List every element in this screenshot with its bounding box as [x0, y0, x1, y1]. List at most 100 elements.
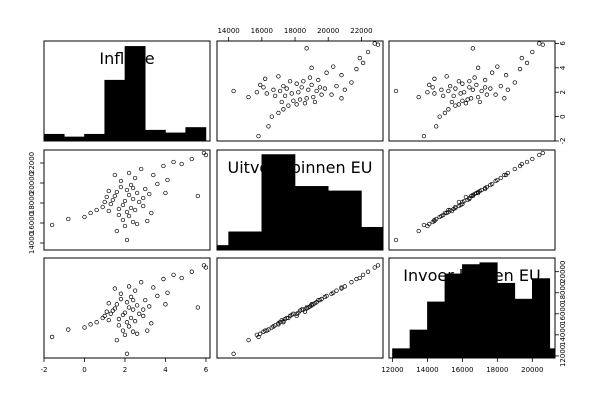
- scatter-point: [82, 214, 87, 220]
- tick-label: 18000: [559, 282, 567, 304]
- scatter-point: [271, 87, 276, 92]
- panel-frame: [43, 149, 211, 251]
- scatter-point: [432, 76, 437, 81]
- scatter-point: [195, 193, 201, 199]
- scatter-point: [128, 315, 134, 321]
- tick-label: 12000: [559, 345, 567, 367]
- scatter-point: [393, 237, 399, 243]
- scatter-point: [524, 159, 530, 165]
- scatter-point: [493, 92, 498, 97]
- scatter-point: [286, 103, 291, 108]
- scatter-point: [276, 110, 281, 116]
- scatter-point: [49, 222, 55, 228]
- scatter-point: [449, 99, 455, 105]
- scatter-point: [262, 328, 268, 333]
- scatter-point: [118, 291, 124, 296]
- scatter-point: [124, 209, 130, 215]
- scatter-point: [287, 313, 293, 319]
- scatter-point: [489, 70, 495, 75]
- tick-label: 18000: [284, 27, 306, 35]
- scatter-point: [134, 190, 140, 196]
- histogram-bar: [216, 245, 229, 251]
- scatter-point: [317, 85, 323, 90]
- panel-r1-c1: Uitvoer binnen EU: [216, 149, 384, 251]
- scatter-point: [161, 163, 166, 169]
- scatter-point: [141, 203, 146, 209]
- scatter-point: [112, 306, 118, 311]
- scatter-point: [151, 285, 156, 290]
- scatter-point: [122, 310, 128, 315]
- scatter-point: [108, 201, 113, 207]
- scatter-point: [120, 217, 126, 223]
- scatter-point: [439, 87, 444, 92]
- scatter-point: [262, 76, 268, 81]
- scatter-point: [104, 194, 109, 200]
- scatter-point: [132, 207, 138, 213]
- panel-r1-c2: [388, 149, 556, 251]
- scatter-point: [258, 331, 263, 336]
- tick-label: 22000: [28, 152, 36, 174]
- scatter-point: [304, 46, 309, 51]
- scatter-point: [189, 269, 194, 274]
- scatter-point: [537, 152, 542, 158]
- scatter-point: [416, 94, 421, 100]
- scatter-point: [141, 313, 146, 319]
- scatter-point: [519, 55, 524, 61]
- scatter-point: [475, 94, 481, 100]
- scatter-point: [421, 222, 427, 228]
- scatter-point: [301, 79, 306, 84]
- scatter-point: [467, 85, 472, 90]
- scatter-point: [136, 311, 142, 316]
- scatter-point: [126, 284, 132, 289]
- scatter-point: [441, 93, 446, 99]
- histogram-bar: [144, 129, 166, 142]
- scatter-point: [116, 206, 122, 212]
- scatter-point: [479, 88, 484, 94]
- variable-label: Invoer binnen EU: [403, 266, 540, 285]
- scatter-point: [171, 159, 176, 165]
- tick-label: 14000: [217, 27, 239, 35]
- scatter-point: [122, 332, 128, 337]
- scatter-point: [256, 133, 261, 139]
- scatter-point: [294, 311, 299, 316]
- scatter-point: [163, 302, 168, 307]
- scatter-point: [488, 86, 493, 91]
- scatter-point: [430, 85, 435, 90]
- scatter-point: [453, 103, 458, 108]
- scatter-point: [444, 210, 449, 216]
- scatter-point: [179, 275, 184, 281]
- scatter-point: [147, 191, 152, 197]
- scatter-point: [141, 307, 146, 312]
- scatter-point: [231, 351, 236, 356]
- scatter-point: [512, 80, 517, 85]
- scatter-point: [437, 114, 442, 119]
- scatter-point: [139, 280, 144, 285]
- scatter-point: [465, 97, 470, 102]
- histogram-bar: [409, 329, 428, 359]
- scatter-point: [456, 102, 462, 107]
- scatter-point: [342, 87, 347, 92]
- scatter-point: [246, 94, 251, 100]
- scatter-point: [453, 86, 458, 91]
- histogram-bar: [549, 348, 556, 359]
- scatter-point: [470, 46, 476, 51]
- scatter-point: [246, 337, 251, 343]
- scatter-point: [312, 99, 318, 105]
- scatter-point: [503, 172, 509, 178]
- scatter-point: [231, 88, 236, 94]
- scatter-point: [106, 301, 111, 306]
- scatter-point: [475, 190, 481, 196]
- scatter-point: [114, 337, 120, 343]
- scatter-point: [281, 83, 286, 89]
- scatter-point: [112, 172, 118, 178]
- scatter-points: [393, 41, 545, 139]
- scatter-point: [456, 203, 462, 209]
- scatter-point: [461, 90, 467, 95]
- scatter-point: [132, 319, 138, 324]
- scatter-point: [468, 96, 474, 101]
- scatter-point: [495, 177, 500, 183]
- scatter-point: [130, 297, 136, 303]
- tick-label: 14000: [416, 366, 438, 374]
- scatter-point: [132, 288, 138, 293]
